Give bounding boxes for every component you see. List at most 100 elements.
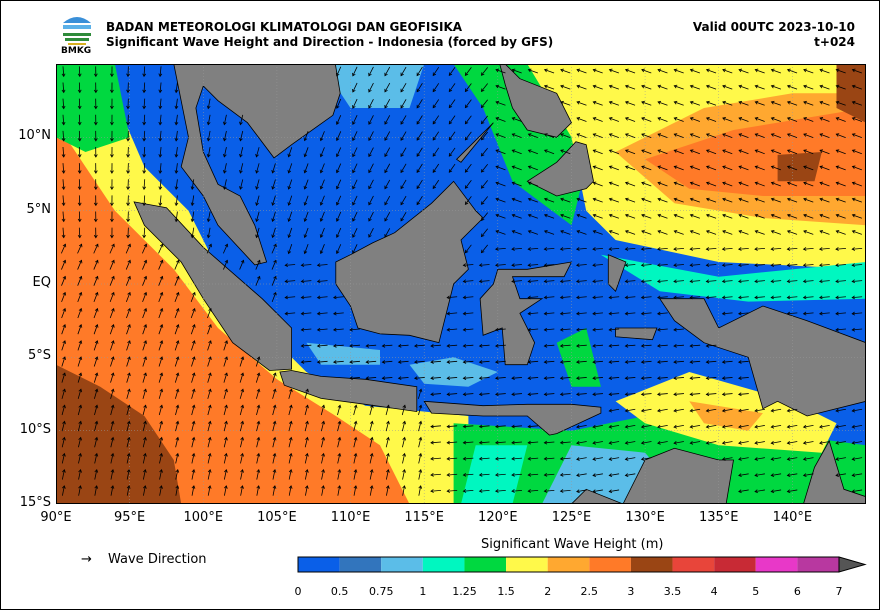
wave-arrow	[418, 421, 422, 432]
wave-arrow	[304, 421, 308, 432]
wave-arrowhead	[321, 436, 326, 441]
wave-arrowhead	[478, 279, 483, 284]
wave-arrow	[321, 485, 324, 496]
wave-arrowhead	[543, 279, 548, 284]
wave-arrowhead	[335, 250, 340, 255]
wave-arrowhead	[576, 197, 581, 202]
wave-arrow	[142, 437, 146, 448]
wave-arrowhead	[835, 327, 839, 332]
wave-arrow	[430, 360, 441, 363]
wave-arrowhead	[78, 372, 83, 377]
wave-arrow	[368, 195, 374, 206]
wave-arrowhead	[673, 392, 677, 397]
wave-arrowhead	[770, 247, 775, 251]
lat-label: 5°N	[26, 201, 52, 217]
wave-arrowhead	[624, 360, 629, 364]
wave-arrow	[722, 312, 733, 315]
wave-arrowhead	[176, 275, 180, 280]
wave-arrow	[495, 85, 506, 90]
wave-arrowhead	[62, 452, 66, 457]
wave-arrowhead	[592, 133, 597, 137]
wave-arrowhead	[786, 229, 791, 234]
wave-arrow	[641, 69, 652, 74]
wave-arrowhead	[62, 404, 66, 409]
wave-arrow	[738, 312, 749, 315]
wave-arrow	[336, 163, 342, 173]
wave-arrow	[560, 198, 571, 203]
wave-arrow	[657, 393, 668, 395]
wave-arrowhead	[543, 149, 548, 153]
wave-arrow	[191, 437, 195, 448]
wave-arrow	[191, 389, 195, 399]
wave-arrow	[109, 340, 114, 351]
wave-arrow	[336, 179, 342, 190]
wave-arrowhead	[110, 372, 115, 377]
wave-arrow	[239, 389, 244, 399]
wave-arrow	[560, 344, 571, 347]
wave-arrow	[207, 356, 212, 367]
wave-arrowhead	[640, 295, 645, 300]
wave-arrowhead	[319, 169, 324, 174]
wave-arrow	[674, 166, 684, 171]
wave-arrowhead	[159, 420, 164, 425]
wave-arrow	[384, 163, 391, 173]
wave-arrowhead	[126, 485, 131, 489]
wave-arrowhead	[705, 424, 710, 429]
wave-arrow	[803, 166, 814, 171]
wave-arrowhead	[608, 424, 613, 429]
wave-arrow	[706, 425, 717, 428]
wave-arrowhead	[851, 229, 856, 234]
wave-arrow	[852, 117, 862, 122]
wave-arrowhead	[143, 291, 148, 296]
wave-arrowhead	[207, 436, 212, 441]
wave-arrowhead	[300, 279, 305, 284]
wave-arrowhead	[78, 388, 83, 393]
wave-arrowhead	[673, 247, 677, 251]
wave-arrow	[592, 425, 603, 428]
wave-arrowhead	[560, 133, 564, 137]
wave-arrow	[852, 198, 862, 203]
colorbar-swatch	[630, 557, 673, 572]
wave-arrowhead	[495, 181, 500, 186]
wave-arrow	[852, 85, 862, 90]
wave-arrowhead	[78, 420, 83, 425]
wave-arrow	[819, 280, 830, 282]
wave-arrowhead	[462, 440, 467, 445]
wave-arrow	[126, 437, 130, 448]
wave-arrowhead	[127, 243, 131, 248]
wave-arrow	[609, 117, 619, 122]
wave-arrowhead	[722, 149, 726, 153]
wave-arrowhead	[462, 327, 467, 332]
wave-arrow	[414, 360, 425, 363]
wave-arrowhead	[61, 89, 66, 94]
wave-arrow	[641, 149, 652, 155]
wave-arrowhead	[640, 311, 645, 316]
wave-arrowhead	[61, 234, 66, 239]
wave-arrow	[368, 163, 374, 173]
wave-arrow	[512, 69, 522, 74]
wave-arrow	[835, 328, 846, 331]
wave-arrow	[560, 149, 571, 155]
wave-arrowhead	[851, 213, 856, 218]
wave-arrow	[481, 228, 488, 237]
wave-arrowhead	[705, 165, 710, 170]
wave-arrow	[386, 485, 389, 496]
wave-arrow	[77, 260, 82, 270]
wave-arrowhead	[770, 295, 775, 300]
wave-arrowhead	[673, 165, 678, 170]
wave-arrow	[158, 389, 163, 399]
wave-arrow	[304, 227, 309, 238]
wave-arrowhead	[127, 324, 131, 328]
wave-arrow	[78, 453, 82, 464]
wave-arrowhead	[835, 279, 839, 284]
wave-arrow	[400, 147, 407, 157]
wave-arrowhead	[369, 420, 374, 425]
wave-arrow	[593, 214, 603, 219]
wave-arrow	[430, 393, 441, 395]
wave-arrowhead	[62, 372, 66, 377]
wave-arrowhead	[851, 473, 856, 477]
wave-arrowhead	[608, 473, 613, 477]
wave-arrow	[416, 83, 423, 92]
wave-arrowhead	[592, 197, 597, 202]
wave-arrow	[336, 66, 342, 77]
